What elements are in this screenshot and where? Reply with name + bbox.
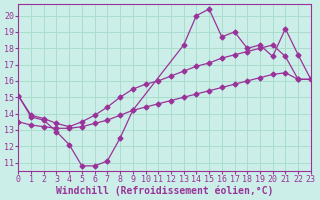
X-axis label: Windchill (Refroidissement éolien,°C): Windchill (Refroidissement éolien,°C) [56, 185, 273, 196]
